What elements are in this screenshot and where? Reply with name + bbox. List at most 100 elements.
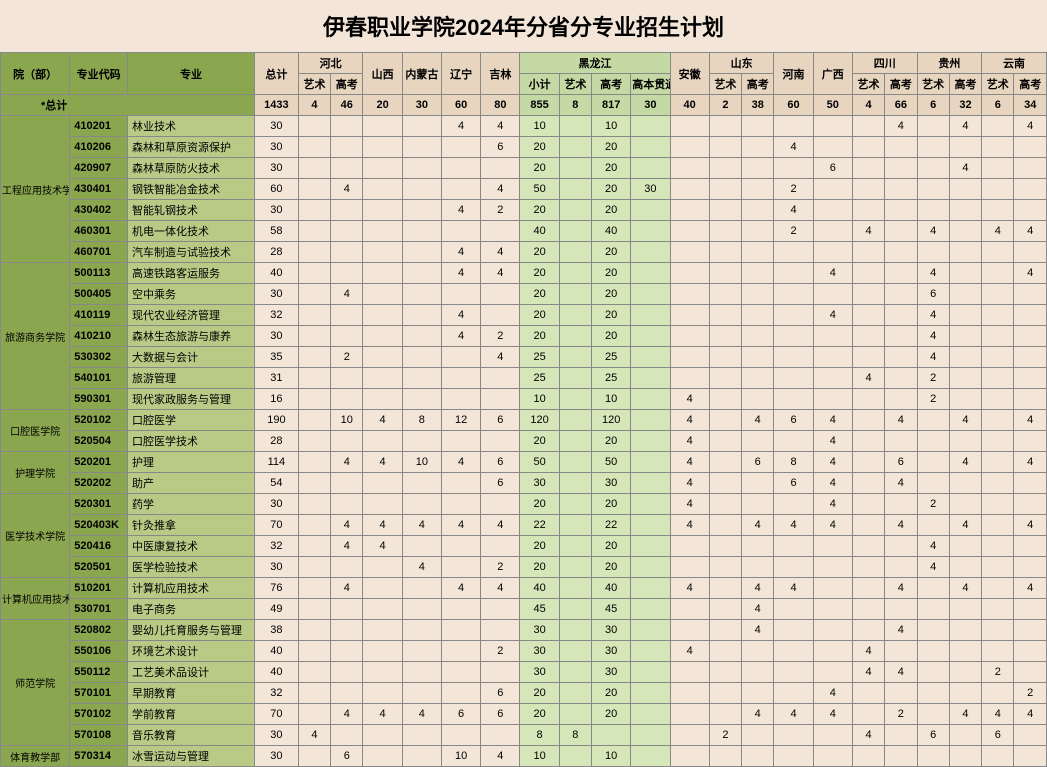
cell-hn [774,557,813,578]
cell-ah [670,221,709,242]
major-code: 530302 [70,347,128,368]
sub-gk: 高考 [592,74,631,95]
cell-hlj_gk: 20 [592,326,631,347]
cell-yn_art [982,473,1014,494]
cell-hb_art [298,494,330,515]
cell-nm [402,662,441,683]
major-name: 婴幼儿托育服务与管理 [127,620,254,641]
cell-sd_gk [742,473,774,494]
major-code: 410206 [70,137,128,158]
cell-total: 190 [254,410,298,431]
cell-jl [481,431,520,452]
table-row: 520501医学检验技术304220204 [1,557,1047,578]
dept-name: 体育教学部 [1,746,70,767]
header-yunnan: 云南 [982,53,1047,74]
cell-hb_art: 4 [298,725,330,746]
cell-jl [481,389,520,410]
cell-gz_gk [949,662,981,683]
cell-sc_gk: 4 [885,473,917,494]
cell-gz_gk [949,641,981,662]
cell-gz_gk [949,284,981,305]
cell-hb_gk [331,389,363,410]
cell-sc_art [852,263,884,284]
cell-yn_gk [1014,473,1047,494]
cell-sc_gk: 4 [885,662,917,683]
cell-sc_art [852,746,884,767]
cell-hlj_sub: 20 [520,200,559,221]
cell-hlj_gb [631,599,670,620]
cell-hlj_art [559,452,591,473]
cell-gz_gk: 4 [949,158,981,179]
total-hlj_gb: 30 [631,95,670,116]
cell-hlj_gb: 30 [631,179,670,200]
cell-yn_gk [1014,746,1047,767]
cell-yn_gk: 4 [1014,116,1047,137]
cell-sx [363,221,402,242]
major-code: 500405 [70,284,128,305]
cell-gx [813,641,852,662]
total-hb_art: 4 [298,95,330,116]
cell-gz_art: 4 [917,557,949,578]
cell-jl [481,158,520,179]
cell-sd_art [709,473,741,494]
cell-total: 70 [254,704,298,725]
cell-gz_art: 2 [917,368,949,389]
cell-gx [813,725,852,746]
cell-gz_gk: 4 [949,578,981,599]
table-row: 体育教学部570314冰雪运动与管理3061041010 [1,746,1047,767]
cell-ah [670,179,709,200]
table-row: 500405空中乘务30420206 [1,284,1047,305]
cell-hb_art [298,599,330,620]
header-neimeng: 内蒙古 [402,53,441,95]
cell-sc_gk [885,242,917,263]
cell-sd_art [709,515,741,536]
cell-gz_gk: 4 [949,452,981,473]
cell-hlj_gb [631,620,670,641]
cell-hlj_sub: 30 [520,662,559,683]
cell-sc_gk [885,326,917,347]
cell-hlj_sub: 20 [520,326,559,347]
dept-name: 医学技术学院 [1,494,70,578]
table-row: 520416中医康复技术324420204 [1,536,1047,557]
cell-gz_art [917,578,949,599]
cell-total: 40 [254,662,298,683]
cell-yn_gk [1014,326,1047,347]
cell-yn_art [982,641,1014,662]
cell-hb_art [298,410,330,431]
cell-yn_art [982,263,1014,284]
cell-hlj_sub: 20 [520,158,559,179]
cell-sd_gk [742,536,774,557]
cell-jl: 4 [481,116,520,137]
cell-hlj_sub: 20 [520,263,559,284]
cell-total: 114 [254,452,298,473]
cell-sd_art [709,284,741,305]
cell-hn [774,620,813,641]
cell-hlj_sub: 30 [520,641,559,662]
table-row: 410119现代农业经济管理324202044 [1,305,1047,326]
dept-name: 旅游商务学院 [1,263,70,410]
cell-nm: 8 [402,410,441,431]
cell-hb_art [298,116,330,137]
cell-sc_gk [885,494,917,515]
cell-gz_art [917,242,949,263]
cell-hb_art [298,704,330,725]
cell-gz_art: 4 [917,263,949,284]
cell-hlj_art [559,242,591,263]
cell-ln [441,368,480,389]
major-name: 森林和草原资源保护 [127,137,254,158]
major-name: 高速铁路客运服务 [127,263,254,284]
cell-jl: 2 [481,557,520,578]
cell-yn_art [982,599,1014,620]
cell-gx: 6 [813,158,852,179]
cell-hb_art [298,221,330,242]
cell-ah [670,137,709,158]
cell-hlj_art [559,179,591,200]
cell-gx: 4 [813,410,852,431]
cell-ah: 4 [670,473,709,494]
cell-hb_art [298,242,330,263]
total-hn: 60 [774,95,813,116]
cell-nm [402,536,441,557]
cell-hlj_sub: 120 [520,410,559,431]
table-row: 410206森林和草原资源保护30620204 [1,137,1047,158]
cell-gx [813,221,852,242]
